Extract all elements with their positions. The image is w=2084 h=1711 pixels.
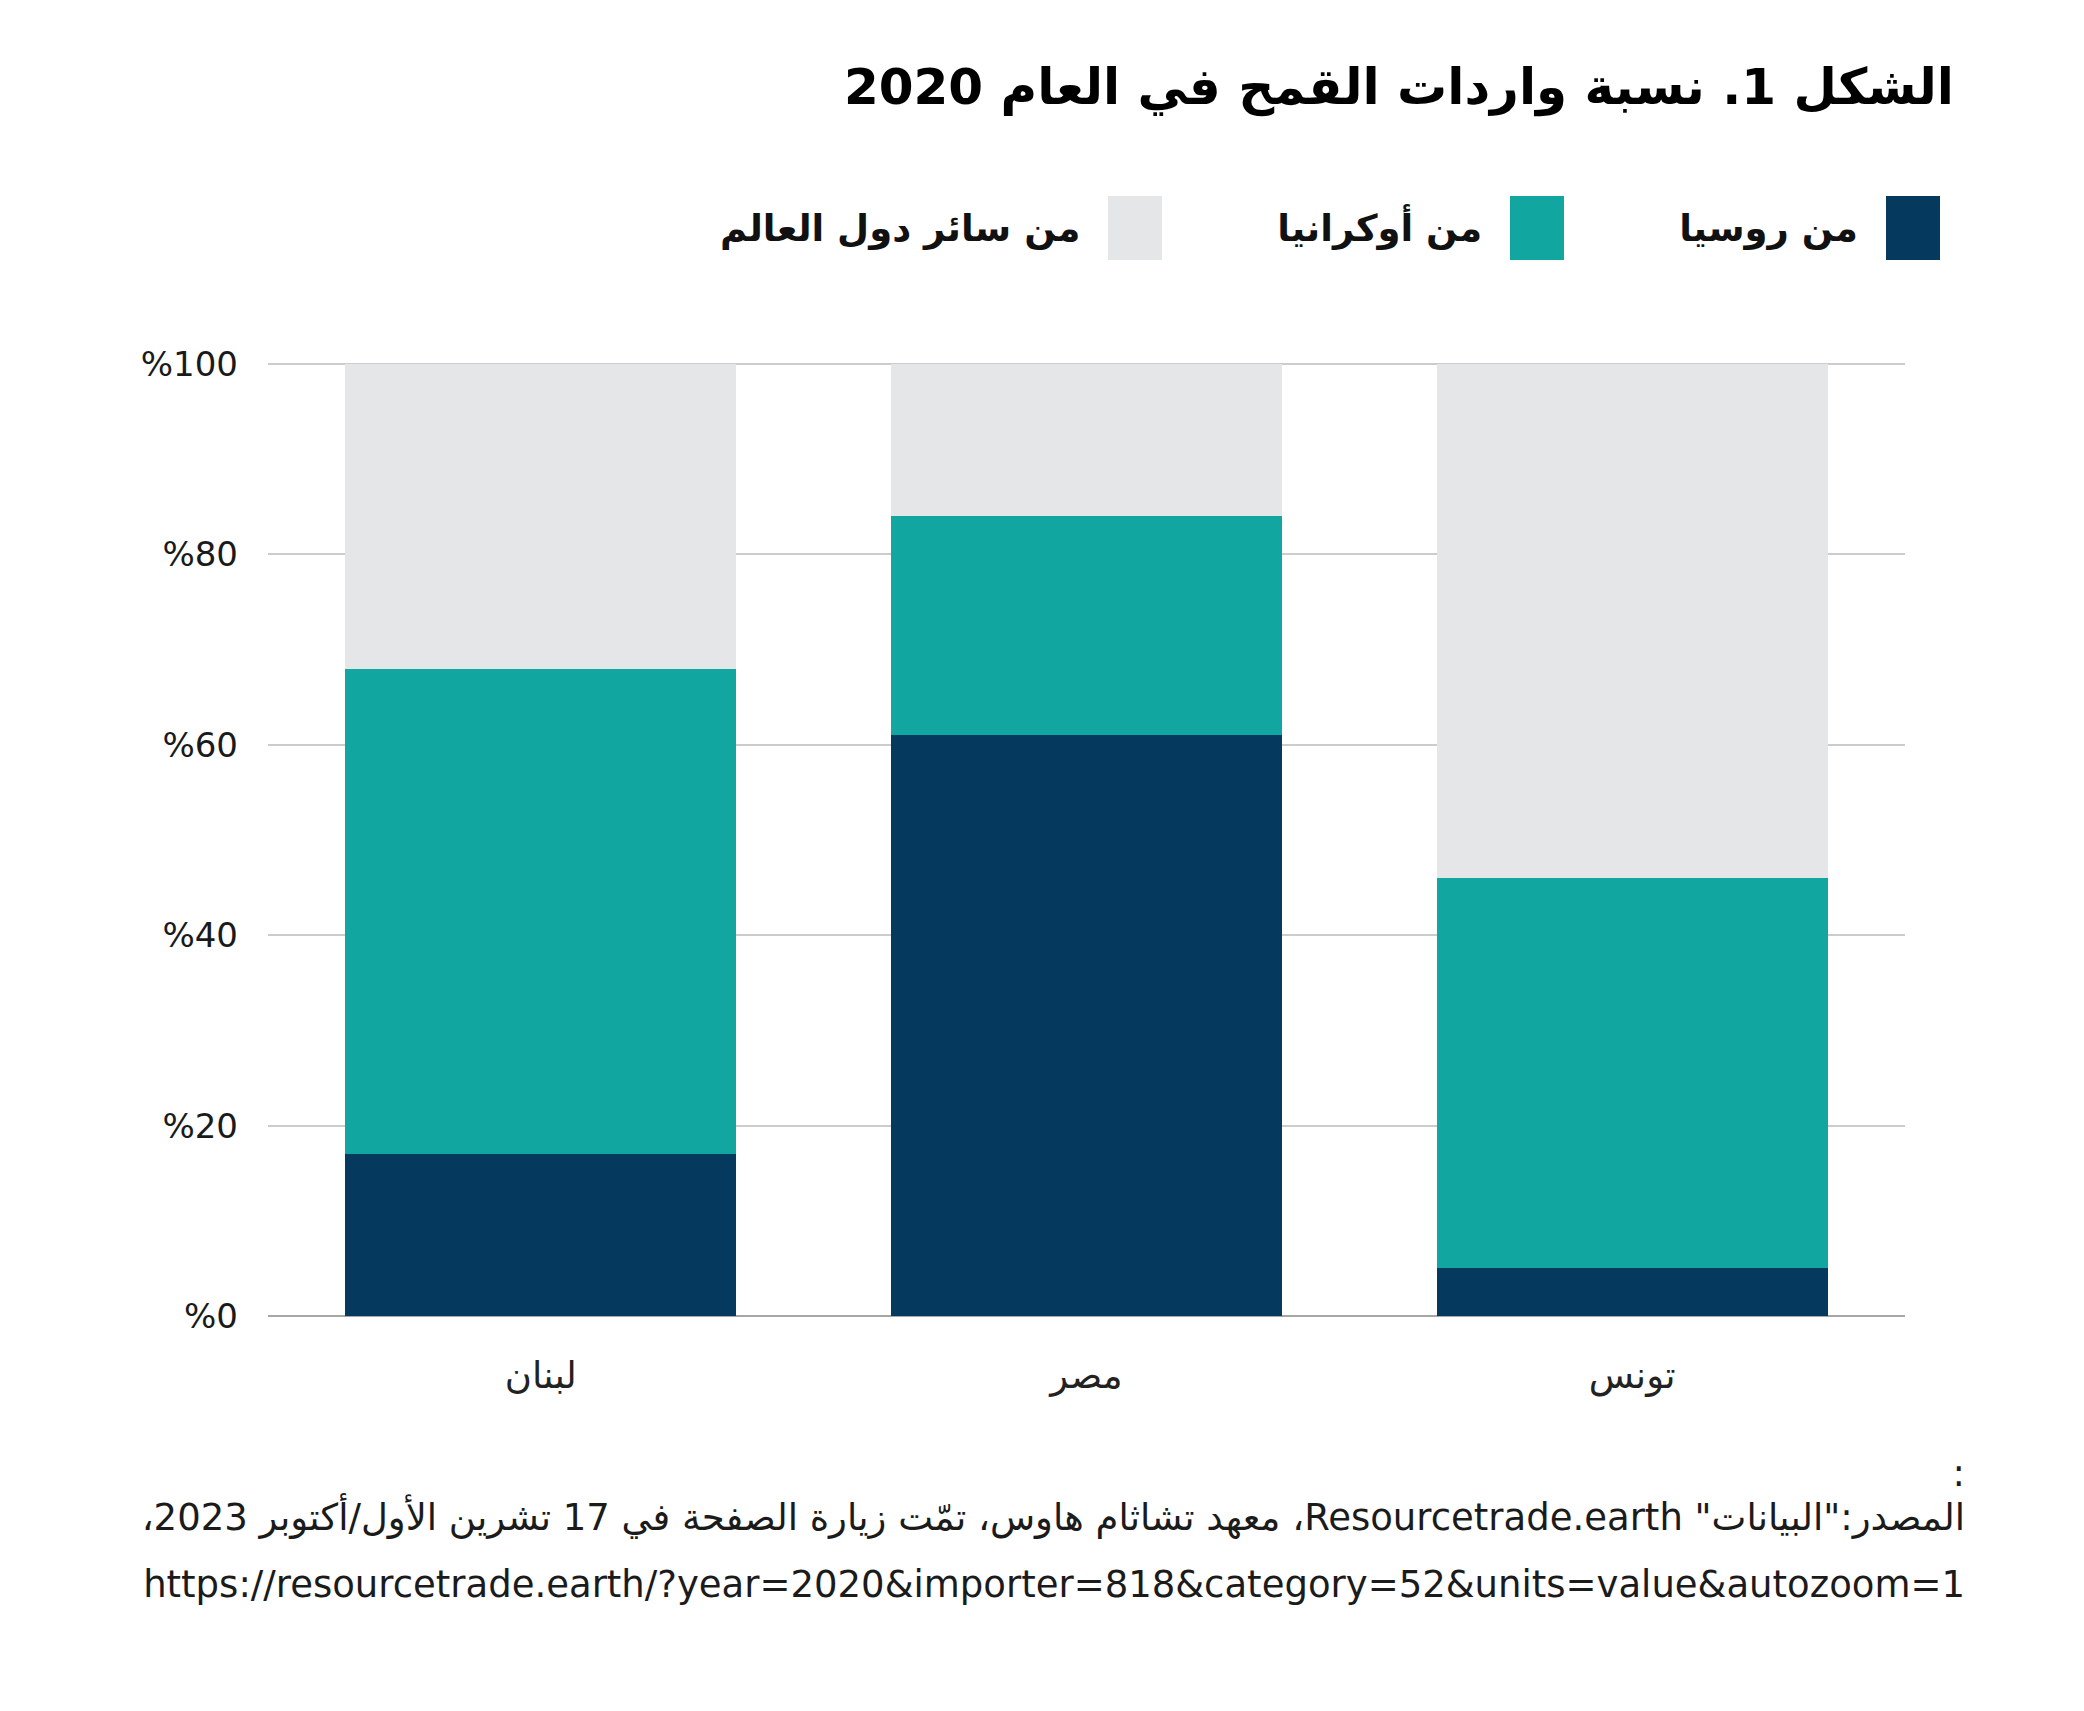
stacked-bar-2 — [1437, 364, 1828, 1316]
source-citation: المصدر:"البيانات" Resourcetrade.earth، م… — [110, 1496, 1965, 1539]
figure-page: الشكل 1. نسبة واردات القمح في العام 2020… — [0, 0, 2084, 1711]
source-block: : المصدر:"البيانات" Resourcetrade.earth،… — [110, 1452, 1965, 1606]
y-tick-label-80: %80 — [162, 534, 238, 574]
bar-0-segment-0 — [345, 1154, 736, 1316]
plot-area: %0%20%40%60%80%100لبنانمصرتونس — [268, 364, 1905, 1316]
legend-item-ukraine: من أوكرانيا — [1277, 196, 1564, 260]
legend-label-rest-of-world: من سائر دول العالم — [720, 207, 1080, 250]
legend-label-russia: من روسيا — [1679, 207, 1858, 250]
y-tick-label-60: %60 — [162, 725, 238, 765]
legend-item-russia: من روسيا — [1679, 196, 1940, 260]
ukraine-color-swatch — [1510, 196, 1564, 260]
bar-1-segment-0 — [891, 735, 1282, 1316]
rest-of-world-color-swatch — [1108, 196, 1162, 260]
stacked-bar-0 — [345, 364, 736, 1316]
y-tick-label-20: %20 — [162, 1106, 238, 1146]
bar-1-segment-1 — [891, 516, 1282, 735]
bar-0-segment-1 — [345, 669, 736, 1155]
bar-1-segment-2 — [891, 364, 1282, 516]
legend-item-rest-of-world: من سائر دول العالم — [720, 196, 1162, 260]
bar-2-segment-2 — [1437, 364, 1828, 878]
x-axis-label-2: تونس — [1359, 1354, 1905, 1397]
bar-2-segment-0 — [1437, 1268, 1828, 1316]
y-tick-label-100: %100 — [141, 344, 238, 384]
x-axis-label-0: لبنان — [268, 1354, 814, 1397]
chart-legend: من روسيا من أوكرانيا من سائر دول العالم — [720, 196, 1940, 260]
source-colon: : — [110, 1452, 1965, 1496]
legend-label-ukraine: من أوكرانيا — [1277, 207, 1482, 250]
x-axis-label-1: مصر — [814, 1354, 1360, 1397]
bar-2-segment-1 — [1437, 878, 1828, 1268]
bar-0-segment-2 — [345, 364, 736, 669]
russia-color-swatch — [1886, 196, 1940, 260]
y-tick-label-40: %40 — [162, 915, 238, 955]
stacked-bar-1 — [891, 364, 1282, 1316]
y-tick-label-0: %0 — [184, 1296, 238, 1336]
figure-title: الشكل 1. نسبة واردات القمح في العام 2020 — [844, 58, 1954, 116]
source-url: https://resourcetrade.earth/?year=2020&i… — [110, 1563, 1965, 1606]
